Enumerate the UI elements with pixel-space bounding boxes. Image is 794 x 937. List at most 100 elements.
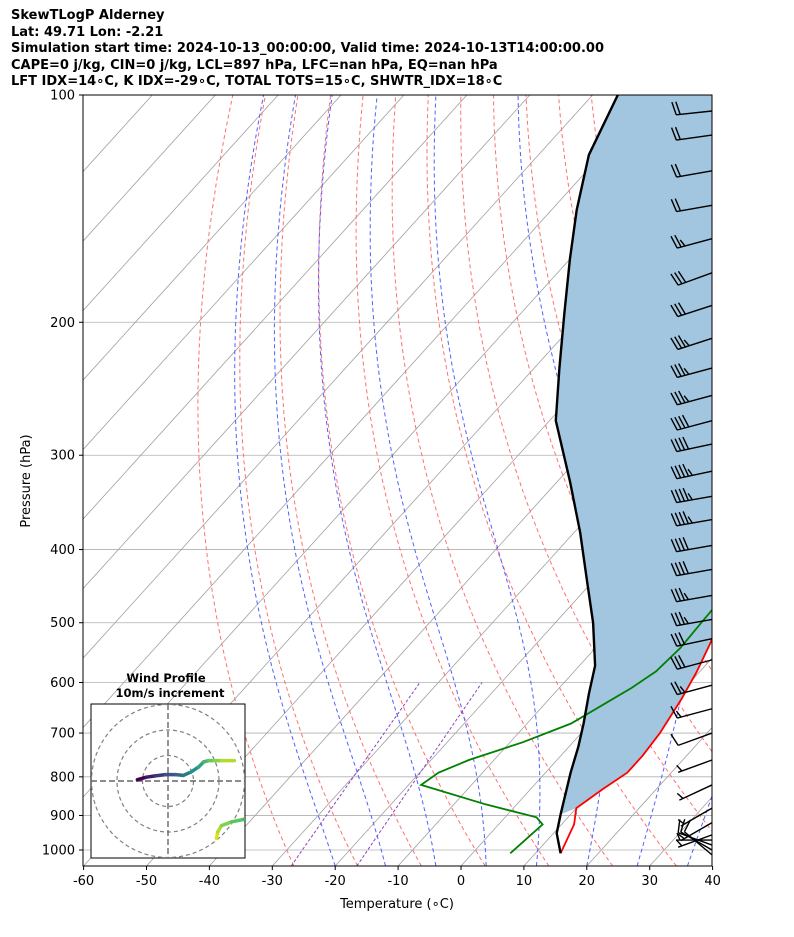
isotherm-line [146, 240, 712, 866]
hodograph-plot [91, 704, 261, 858]
wind-barb-feather [682, 561, 690, 574]
wind-barb-feather [674, 512, 682, 526]
wind-barb-feather [670, 417, 678, 431]
y-tick-label: 100 [50, 89, 75, 104]
wind-barb-feather [670, 235, 678, 249]
wind-barb-staff [676, 618, 713, 627]
isotherm-line [713, 95, 794, 866]
x-tick-label: 40 [704, 874, 721, 889]
wind-barb-staff [677, 272, 713, 286]
wind-barb-staff [677, 732, 713, 747]
wind-barb-feather [670, 657, 678, 670]
wind-barb-feather [687, 468, 694, 476]
wind-barb [670, 363, 713, 379]
isotherm-line [83, 95, 656, 729]
wind-barb-feather [670, 613, 678, 626]
hodograph-title: Wind Profile [126, 671, 206, 685]
wind-barb-staff [676, 443, 713, 453]
x-tick-label: -50 [136, 874, 157, 889]
wind-barb [670, 302, 713, 318]
wind-barb [670, 390, 713, 406]
x-axis-label: Temperature (∘C) [339, 897, 454, 912]
wind-barb-staff [676, 495, 713, 504]
hodograph-segment [257, 799, 261, 807]
wind-barb-feather [674, 364, 682, 377]
axis-ticks: -60 -50 -40 -30 -20 -10 0 10 20 30 40 1000 900 800 700… [42, 89, 721, 890]
wind-barb [676, 759, 713, 773]
wind-barb [670, 561, 713, 577]
wind-barb-staff [677, 659, 713, 670]
dry-adiabat [754, 95, 794, 866]
wind-barb [670, 655, 713, 670]
wind-barb-feather [683, 339, 690, 347]
wind-barb-feather [674, 489, 682, 503]
wind-barb-feather [683, 367, 690, 375]
hodograph-subtitle: 10m/s increment [116, 686, 225, 700]
wind-barb-feather [677, 302, 686, 315]
dry-adiabat [197, 95, 295, 866]
wind-barb-feather [681, 414, 690, 428]
wind-barb-staff [680, 807, 713, 827]
y-tick-label: 300 [50, 449, 75, 464]
wind-barb-feather [677, 270, 687, 283]
wind-barb-feather [678, 464, 686, 478]
wind-barb-feather [687, 492, 693, 501]
parcel-path-line [554, 95, 619, 854]
wind-barb-staff [676, 594, 713, 603]
x-tick-label: -10 [387, 874, 408, 889]
wind-barb-feather [670, 439, 678, 452]
wind-barb-staff [676, 470, 713, 480]
wind-barb-feather [674, 198, 682, 212]
wind-barb [670, 705, 713, 719]
wind-barb-staff [676, 134, 713, 141]
wind-barb-feather [674, 612, 682, 626]
plot-frame [82, 94, 713, 867]
wind-barb [670, 681, 713, 696]
isotherm-line [83, 95, 405, 451]
y-tick-label: 700 [50, 727, 75, 742]
wind-barb-staff [676, 170, 713, 178]
wind-barb-feather [678, 587, 686, 601]
wind-barb [670, 487, 713, 504]
wind-barb-feather [677, 833, 685, 840]
wind-barb-feather [670, 337, 679, 350]
isotherm-line [83, 95, 593, 659]
hodograph-segment [230, 817, 245, 824]
y-tick-label: 600 [50, 676, 75, 691]
wind-barb [670, 436, 713, 453]
wind-barb-feather [670, 164, 678, 178]
wind-barb-feather [670, 199, 678, 212]
wind-barb-feather [677, 819, 681, 833]
isotherm-line [83, 95, 468, 520]
wind-barb-feather [682, 537, 690, 550]
wind-barb-feather [670, 563, 678, 576]
dry-adiabat [279, 95, 422, 866]
wind-barb-feather [670, 392, 678, 406]
wind-barb-feather [678, 437, 686, 451]
wind-barb [677, 819, 713, 846]
wind-barb-staff [676, 544, 713, 553]
temperature-line [559, 635, 712, 854]
wind-barb-feather [679, 686, 686, 693]
x-tick-label: 0 [457, 874, 465, 889]
wind-barb-feather [683, 592, 689, 600]
wind-barb-feather [670, 365, 678, 378]
wind-barb-feather [676, 764, 683, 772]
wind-barb-feather [677, 818, 685, 825]
wind-barb-feather [677, 335, 686, 348]
wind-barb-staff [677, 367, 713, 379]
wind-barb-feather [674, 336, 683, 349]
dry-adiabat [426, 95, 677, 866]
wind-barb-feather [675, 101, 681, 115]
dry-adiabat [525, 95, 712, 672]
wind-barb-feather [670, 304, 679, 317]
wind-barb-feather [674, 438, 682, 452]
dry-adiabat [318, 95, 486, 866]
wind-barb-feather [674, 465, 682, 479]
wind-barb-feather [670, 733, 679, 746]
wind-barb-feather [678, 511, 686, 525]
y-axis-label: Pressure (hPa) [19, 434, 34, 527]
wind-barb [677, 807, 713, 827]
wind-barb-staff [677, 759, 713, 773]
wind-barb-feather [678, 488, 686, 502]
